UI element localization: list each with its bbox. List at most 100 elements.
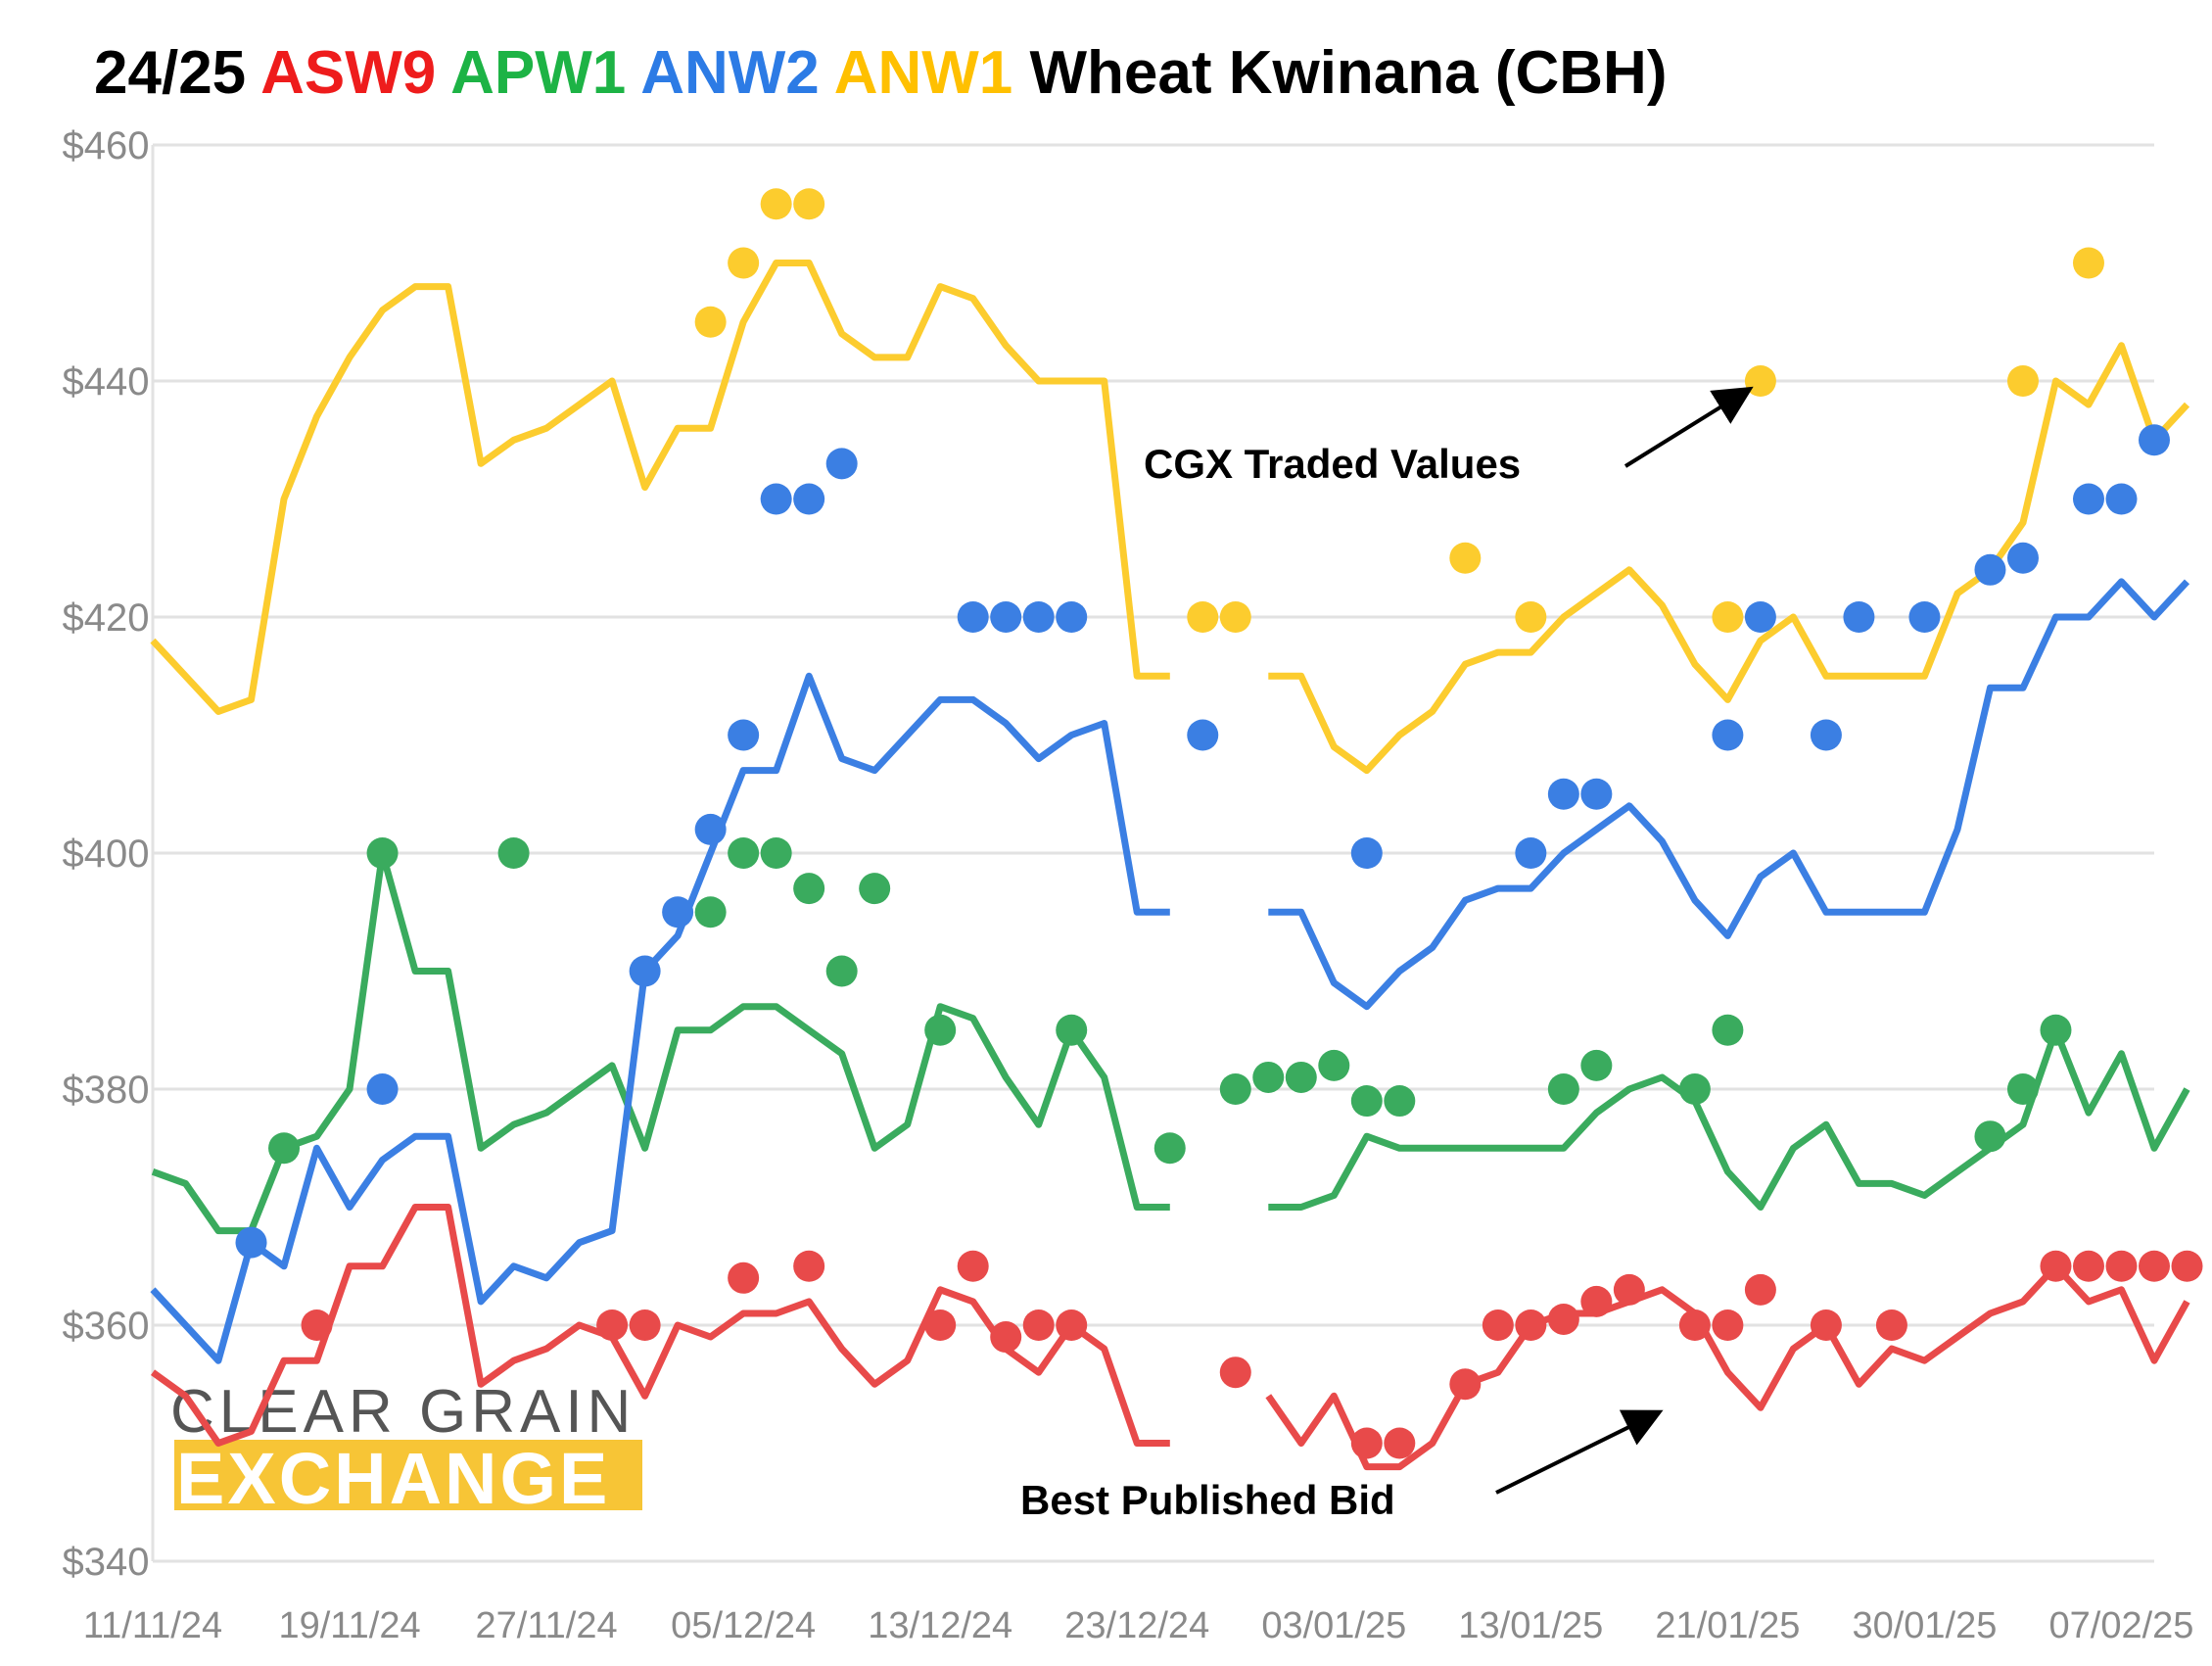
traded-point-asw9: [1219, 1357, 1251, 1389]
traded-point-apw1: [2006, 1073, 2039, 1105]
y-tick-label: $420: [63, 596, 150, 640]
traded-point-apw1: [2040, 1014, 2072, 1046]
traded-point-anw1: [1744, 365, 1776, 397]
title-part-5: Wheat Kwinana (CBH): [1029, 39, 1667, 107]
traded-point-anw2: [366, 1073, 399, 1105]
title-part-4: ANW1: [834, 39, 1030, 107]
traded-point-anw2: [990, 601, 1022, 633]
traded-point-apw1: [1318, 1049, 1350, 1081]
traded-point-apw1: [1974, 1120, 2006, 1153]
traded-point-asw9: [1875, 1309, 1907, 1341]
traded-point-anw2: [1843, 601, 1875, 633]
traded-point-anw1: [793, 188, 825, 220]
traded-point-anw2: [1187, 719, 1219, 751]
bid-line-anw2-0: [150, 672, 1170, 1364]
y-tick-label: $460: [63, 124, 150, 167]
traded-point-asw9: [2072, 1250, 2104, 1282]
y-tick-label: $400: [63, 833, 150, 876]
traded-point-apw1: [1712, 1014, 1744, 1046]
chart-title: 24/25 ASW9 APW1 ANW2 ANW1 Wheat Kwinana …: [94, 39, 1667, 107]
traded-point-anw1: [1219, 601, 1251, 633]
traded-point-asw9: [1810, 1309, 1842, 1341]
traded-point-apw1: [1678, 1073, 1711, 1105]
traded-point-anw2: [2105, 483, 2138, 515]
traded-point-anw1: [1187, 601, 1219, 633]
traded-point-apw1: [760, 837, 792, 869]
x-tick-label: 07/02/25: [2049, 1605, 2194, 1646]
traded-point-apw1: [793, 873, 825, 905]
traded-point-asw9: [924, 1309, 957, 1341]
traded-point-anw1: [1712, 601, 1744, 633]
annotation-cgx-traded-values: CGX Traded Values: [1144, 441, 1521, 487]
traded-point-anw2: [1908, 601, 1941, 633]
traded-point-apw1: [694, 896, 727, 928]
bid-line-asw9-1: [1265, 1262, 2190, 1471]
traded-point-anw2: [2006, 542, 2039, 574]
traded-point-anw1: [760, 188, 792, 220]
traded-point-anw2: [694, 813, 727, 845]
traded-point-asw9: [2105, 1250, 2138, 1282]
bid-line-anw2-1: [1268, 578, 2190, 1011]
bid-line-apw1-1: [1268, 1026, 2190, 1211]
traded-point-asw9: [1350, 1427, 1383, 1459]
traded-point-asw9: [1449, 1368, 1482, 1401]
traded-point-apw1: [1252, 1061, 1285, 1093]
traded-point-anw2: [2139, 424, 2170, 456]
traded-point-asw9: [990, 1321, 1022, 1354]
traded-point-anw2: [1712, 719, 1744, 751]
logo: CLEAR GRAIN EXCHANGE: [170, 1378, 642, 1519]
traded-point-asw9: [728, 1261, 760, 1294]
traded-point-apw1: [1350, 1085, 1383, 1118]
traded-point-anw2: [662, 896, 694, 928]
traded-point-asw9: [1384, 1427, 1416, 1459]
traded-point-anw2: [629, 955, 661, 987]
traded-point-anw2: [1515, 837, 1547, 869]
traded-point-apw1: [1547, 1073, 1579, 1105]
traded-point-asw9: [793, 1250, 825, 1282]
traded-points: [235, 188, 2203, 1459]
logo-line2: EXCHANGE: [176, 1438, 610, 1519]
traded-point-apw1: [497, 837, 530, 869]
traded-point-asw9: [1547, 1303, 1579, 1335]
x-tick-label: 27/11/24: [476, 1605, 618, 1646]
annotations: CGX Traded Values Best Published Bid: [1020, 386, 1754, 1523]
traded-point-apw1: [1384, 1085, 1416, 1118]
y-tick-label: $380: [63, 1069, 150, 1112]
traded-point-anw2: [1974, 553, 2006, 586]
traded-point-anw2: [793, 483, 825, 515]
traded-point-anw1: [2072, 247, 2104, 279]
x-tick-label: 23/12/24: [1064, 1605, 1209, 1646]
traded-point-anw2: [1810, 719, 1842, 751]
traded-point-apw1: [859, 873, 891, 905]
traded-point-anw1: [2006, 365, 2039, 397]
bid-line-anw1-0: [150, 260, 1170, 715]
annotation-best-published-bid: Best Published Bid: [1020, 1477, 1395, 1523]
traded-point-anw1: [1515, 601, 1547, 633]
traded-point-asw9: [1022, 1309, 1055, 1341]
traded-point-anw2: [1744, 601, 1776, 633]
y-axis-ticks: $340 $360 $380 $400 $420 $440 $460: [63, 124, 150, 1584]
traded-point-apw1: [825, 955, 858, 987]
logo-bar: [174, 1440, 642, 1510]
traded-point-anw2: [728, 719, 760, 751]
traded-point-asw9: [2040, 1250, 2072, 1282]
traded-point-apw1: [1285, 1061, 1317, 1093]
traded-point-anw2: [1022, 601, 1055, 633]
traded-point-asw9: [1712, 1309, 1744, 1341]
y-tick-label: $360: [63, 1305, 150, 1348]
x-tick-label: 19/11/24: [278, 1605, 420, 1646]
title-part-3: ANW2: [640, 39, 833, 107]
traded-point-asw9: [1613, 1273, 1645, 1306]
x-tick-label: 03/01/25: [1261, 1605, 1406, 1646]
traded-point-anw1: [1449, 542, 1482, 574]
bid-line-anw1-1: [1268, 342, 2190, 775]
traded-point-asw9: [596, 1309, 629, 1341]
traded-point-apw1: [366, 837, 399, 869]
grid-lines: [151, 143, 2154, 1563]
traded-point-asw9: [957, 1250, 989, 1282]
traded-point-apw1: [1056, 1014, 1088, 1046]
y-tick-label: $440: [63, 360, 150, 404]
traded-point-anw2: [1350, 837, 1383, 869]
